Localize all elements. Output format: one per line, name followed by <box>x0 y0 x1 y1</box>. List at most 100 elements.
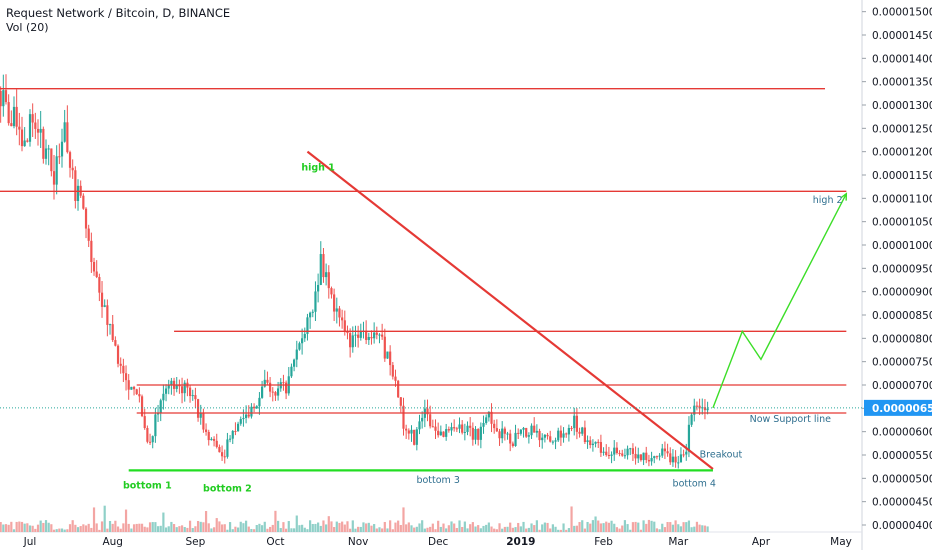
volume-bar <box>186 527 189 532</box>
candle-body <box>573 415 576 429</box>
volume-bar <box>565 529 568 532</box>
volume-bar <box>533 525 536 532</box>
candle-body <box>95 271 98 278</box>
candle-body <box>690 414 693 425</box>
volume-bar <box>370 525 373 532</box>
volume-bar <box>517 522 520 532</box>
volume-bar <box>503 526 506 532</box>
candle-body <box>250 406 253 417</box>
volume-bar <box>426 527 429 532</box>
volume-bar <box>20 521 24 532</box>
volume-bar <box>674 520 677 532</box>
candle-body <box>351 335 354 348</box>
candle-body <box>618 453 621 455</box>
candle-body <box>260 386 264 398</box>
volume-bar <box>623 520 627 532</box>
candle-body <box>677 462 680 464</box>
volume-bar <box>250 528 253 532</box>
candle-body <box>220 452 224 457</box>
volume-bar <box>303 527 306 532</box>
volume-bar <box>236 527 240 532</box>
annotation-label: Breakout <box>700 449 743 460</box>
candle-body <box>647 459 651 462</box>
candle-body <box>228 438 232 440</box>
volume-bar <box>26 523 29 532</box>
chart-title: Request Network / Bitcoin, D, BINANCE <box>6 6 231 20</box>
candle-body <box>143 416 146 429</box>
volume-bar <box>178 526 181 532</box>
volume-bar <box>391 529 394 532</box>
volume-bar <box>650 520 653 532</box>
candle-body <box>394 376 397 381</box>
candle-body <box>325 272 328 278</box>
volume-bar <box>685 522 688 532</box>
candle-body <box>679 454 683 463</box>
candle-body <box>546 434 549 437</box>
candle-body <box>503 428 506 434</box>
price-axis-label: 0.00001250 <box>872 123 932 135</box>
candle-body <box>39 128 42 133</box>
candle-body <box>290 366 293 377</box>
volume-bar <box>639 529 643 532</box>
candle-body <box>76 185 80 201</box>
candle-body <box>234 430 237 432</box>
candle-body <box>74 170 77 201</box>
volume-bar <box>629 529 632 532</box>
volume-bar <box>437 520 440 532</box>
candle-body <box>20 129 24 147</box>
candle-body <box>207 431 210 441</box>
volume-indicator-label[interactable]: Vol (20) <box>6 21 49 34</box>
volume-bar <box>591 520 594 532</box>
candle-body <box>306 317 309 334</box>
volume-bar <box>581 520 584 532</box>
volume-bar <box>164 527 168 532</box>
candle-body <box>554 440 557 442</box>
volume-bar <box>298 525 301 532</box>
volume-bar <box>429 526 432 532</box>
candle-body <box>437 430 440 436</box>
candle-body <box>607 454 611 456</box>
volume-bar <box>156 526 160 532</box>
volume-bar <box>375 528 378 532</box>
candle-body <box>212 438 216 441</box>
volume-bar <box>402 507 405 532</box>
price-axis-label: 0.00001400 <box>872 53 932 65</box>
volume-bar <box>18 521 21 532</box>
candle-body <box>111 324 114 341</box>
volume-bar <box>519 526 522 532</box>
candle-body <box>695 405 699 407</box>
candle-body <box>458 424 461 429</box>
volume-bar <box>357 526 360 532</box>
volume-bar <box>114 520 117 532</box>
candle-body <box>202 412 205 430</box>
candle-body <box>685 451 688 455</box>
volume-bar <box>498 523 501 532</box>
candle-body <box>703 407 707 411</box>
volume-bar <box>23 523 26 532</box>
candle-body <box>2 90 5 107</box>
candle-body <box>255 406 258 409</box>
volume-bar <box>682 522 685 532</box>
volume-bar <box>602 523 605 532</box>
candle-body <box>434 426 437 431</box>
candle-body <box>426 408 429 415</box>
volume-bar <box>538 529 541 532</box>
candle-body <box>639 454 643 461</box>
volume-bar <box>421 520 424 532</box>
volume-bar <box>143 526 146 532</box>
volume-bar <box>530 523 533 532</box>
volume-bar <box>458 520 461 532</box>
candle-body <box>541 437 544 441</box>
candle-body <box>602 451 605 453</box>
candle-body <box>637 454 640 459</box>
candle-body <box>242 418 245 420</box>
volume-bar <box>535 520 538 532</box>
volume-bar <box>343 524 346 532</box>
volume-bar <box>397 520 400 532</box>
volume-bar <box>175 527 178 532</box>
candle-body <box>151 436 154 443</box>
candle-body <box>258 397 261 407</box>
volume-bar <box>68 524 72 532</box>
candle-body <box>634 453 637 459</box>
